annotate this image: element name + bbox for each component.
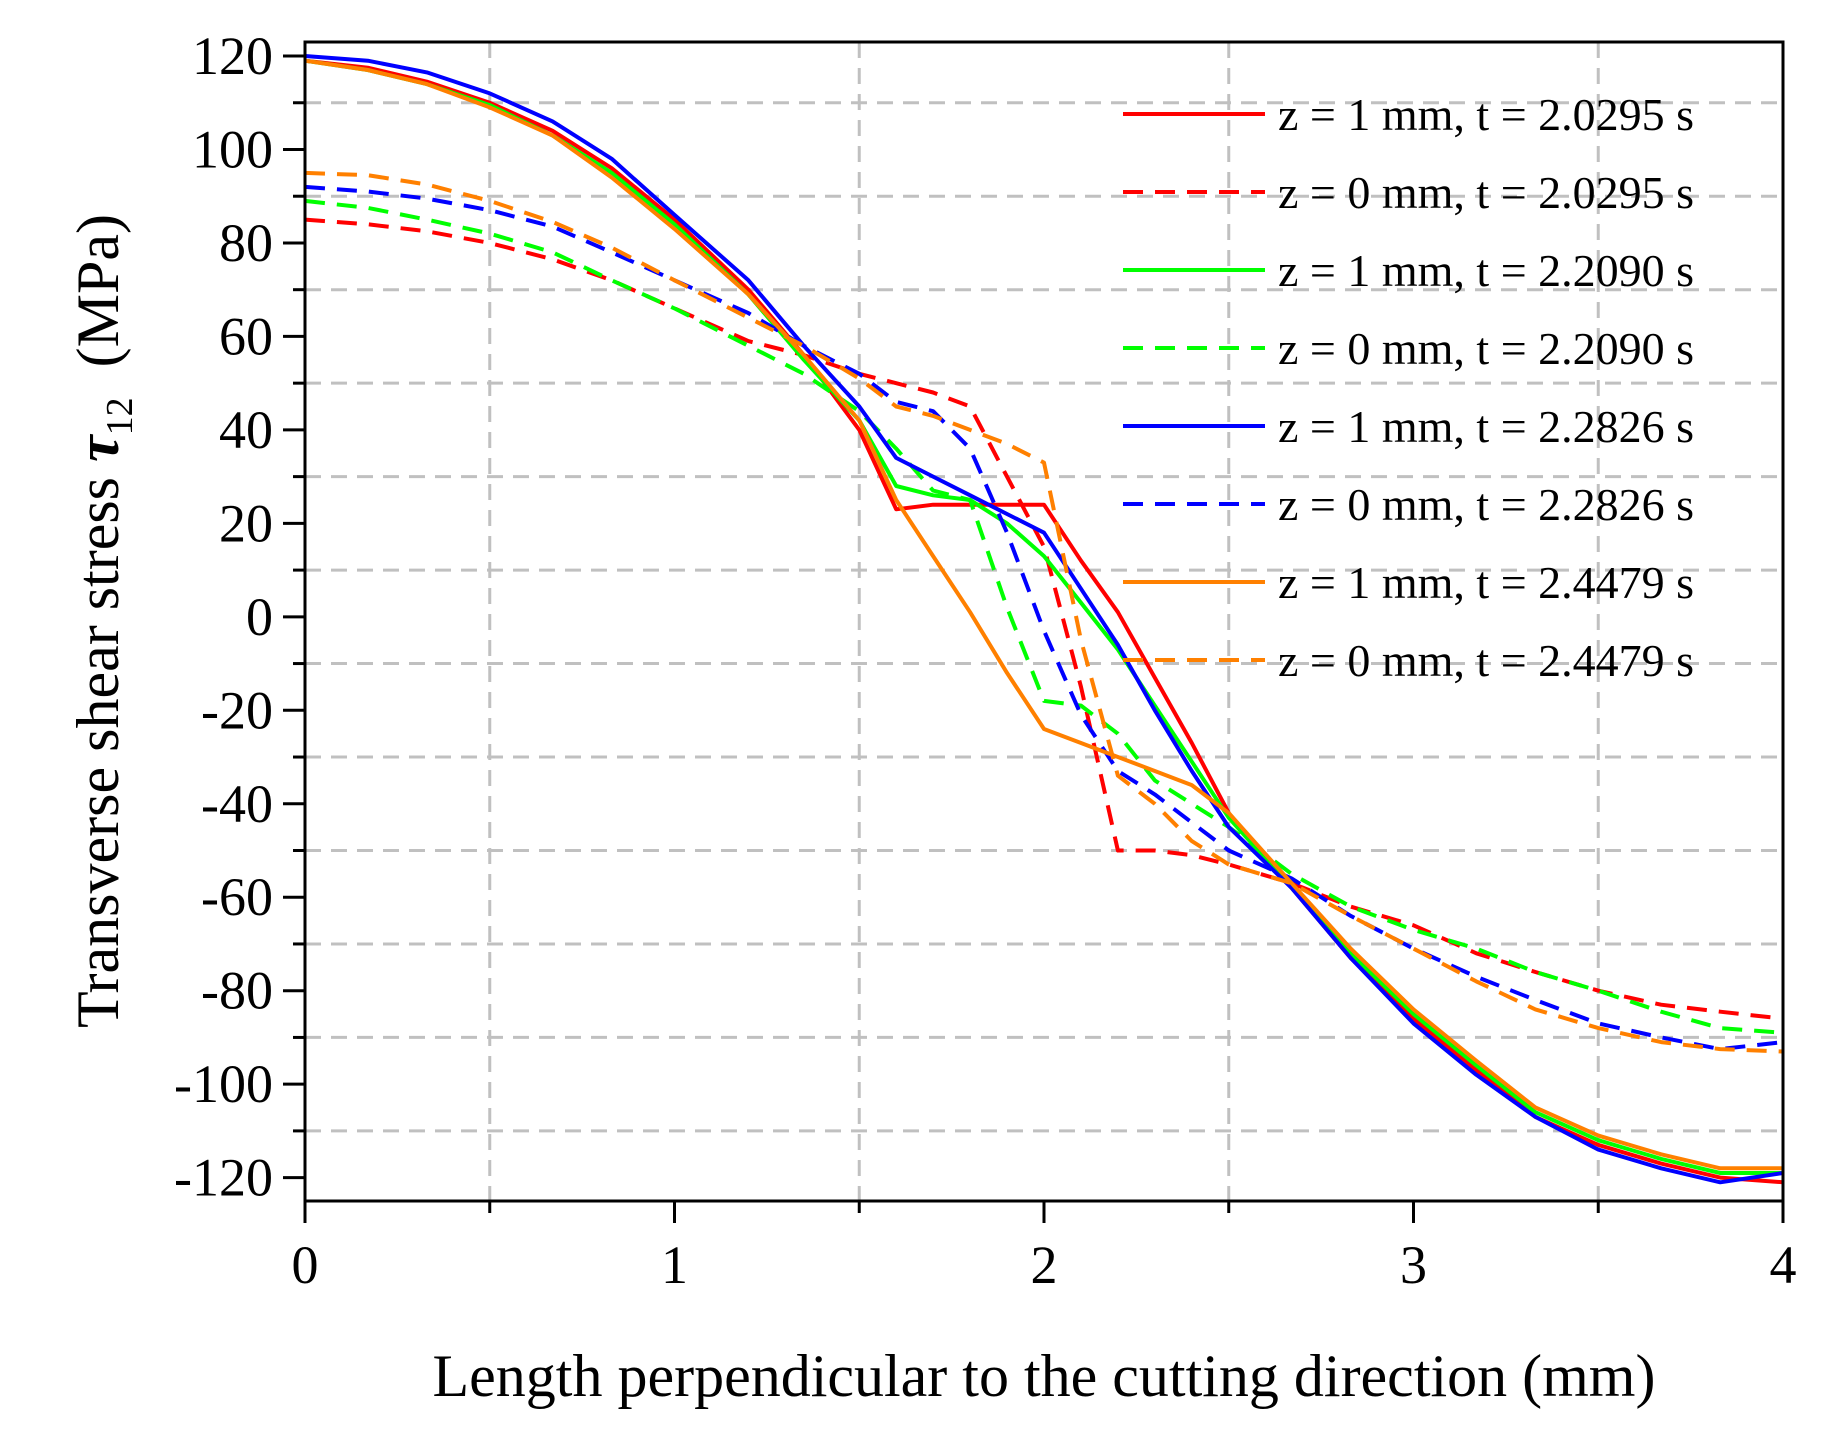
y-tick-label: -20 <box>201 680 273 740</box>
y-tick-label: 100 <box>192 119 273 179</box>
x-tick-label: 2 <box>1031 1235 1058 1295</box>
y-tick-label: -60 <box>201 867 273 927</box>
plot-series <box>304 54 1784 1185</box>
axis-ticks: 0 1 2 3 4 120 100 80 60 40 20 0 -20 -40 -60 -80 -100 -120 <box>174 26 1796 1295</box>
grid-lines <box>305 42 1783 1201</box>
legend-label-5: z = 1 mm, t = 2.2826 s <box>1278 401 1694 452</box>
legend-label-3: z = 1 mm, t = 2.2090 s <box>1278 245 1694 296</box>
y-axis-title-symbol: τ <box>65 433 131 462</box>
legend-label-4: z = 0 mm, t = 2.2090 s <box>1278 323 1694 374</box>
y-axis-title: Transverse shear stress τ12 (MPa) <box>65 214 141 1028</box>
y-tick-label: 40 <box>219 400 273 460</box>
legend-label-6: z = 0 mm, t = 2.2826 s <box>1278 479 1694 530</box>
x-tick-label: 1 <box>661 1235 688 1295</box>
y-tick-label: 60 <box>219 306 273 366</box>
y-tick-label: 80 <box>219 213 273 273</box>
series-line-1 <box>304 58 1784 1185</box>
series-line-5 <box>304 54 1784 1185</box>
y-tick-label: 120 <box>192 26 273 86</box>
series-line-7 <box>304 58 1783 1171</box>
y-tick-label: -120 <box>174 1148 273 1208</box>
y-tick-label: 20 <box>219 493 273 553</box>
legend-label-2: z = 0 mm, t = 2.0295 s <box>1278 167 1694 218</box>
x-tick-label: 4 <box>1770 1235 1797 1295</box>
series-line-6 <box>304 184 1784 1052</box>
legend-label-8: z = 0 mm, t = 2.4479 s <box>1278 635 1694 686</box>
y-tick-label: 0 <box>246 587 273 647</box>
series-line-2 <box>304 217 1784 1021</box>
y-tick-label: -80 <box>201 961 273 1021</box>
y-axis-title-prefix: Transverse shear stress <box>65 462 131 1028</box>
series-line-8 <box>304 170 1784 1054</box>
legend: z = 1 mm, t = 2.0295 s z = 0 mm, t = 2.02… <box>1123 89 1694 686</box>
y-tick-label: -100 <box>174 1054 273 1114</box>
y-axis-title-subscript: 12 <box>99 397 141 435</box>
x-tick-label: 3 <box>1400 1235 1427 1295</box>
x-axis-title: Length perpendicular to the cutting dire… <box>433 1343 1656 1409</box>
legend-label-7: z = 1 mm, t = 2.4479 s <box>1278 557 1694 608</box>
y-axis-title-unit: (MPa) <box>65 214 131 367</box>
series-line-3 <box>304 58 1783 1175</box>
series-line-4 <box>304 198 1784 1035</box>
legend-label-1: z = 1 mm, t = 2.0295 s <box>1278 89 1694 140</box>
x-tick-label: 0 <box>292 1235 319 1295</box>
y-tick-label: -40 <box>201 774 273 834</box>
